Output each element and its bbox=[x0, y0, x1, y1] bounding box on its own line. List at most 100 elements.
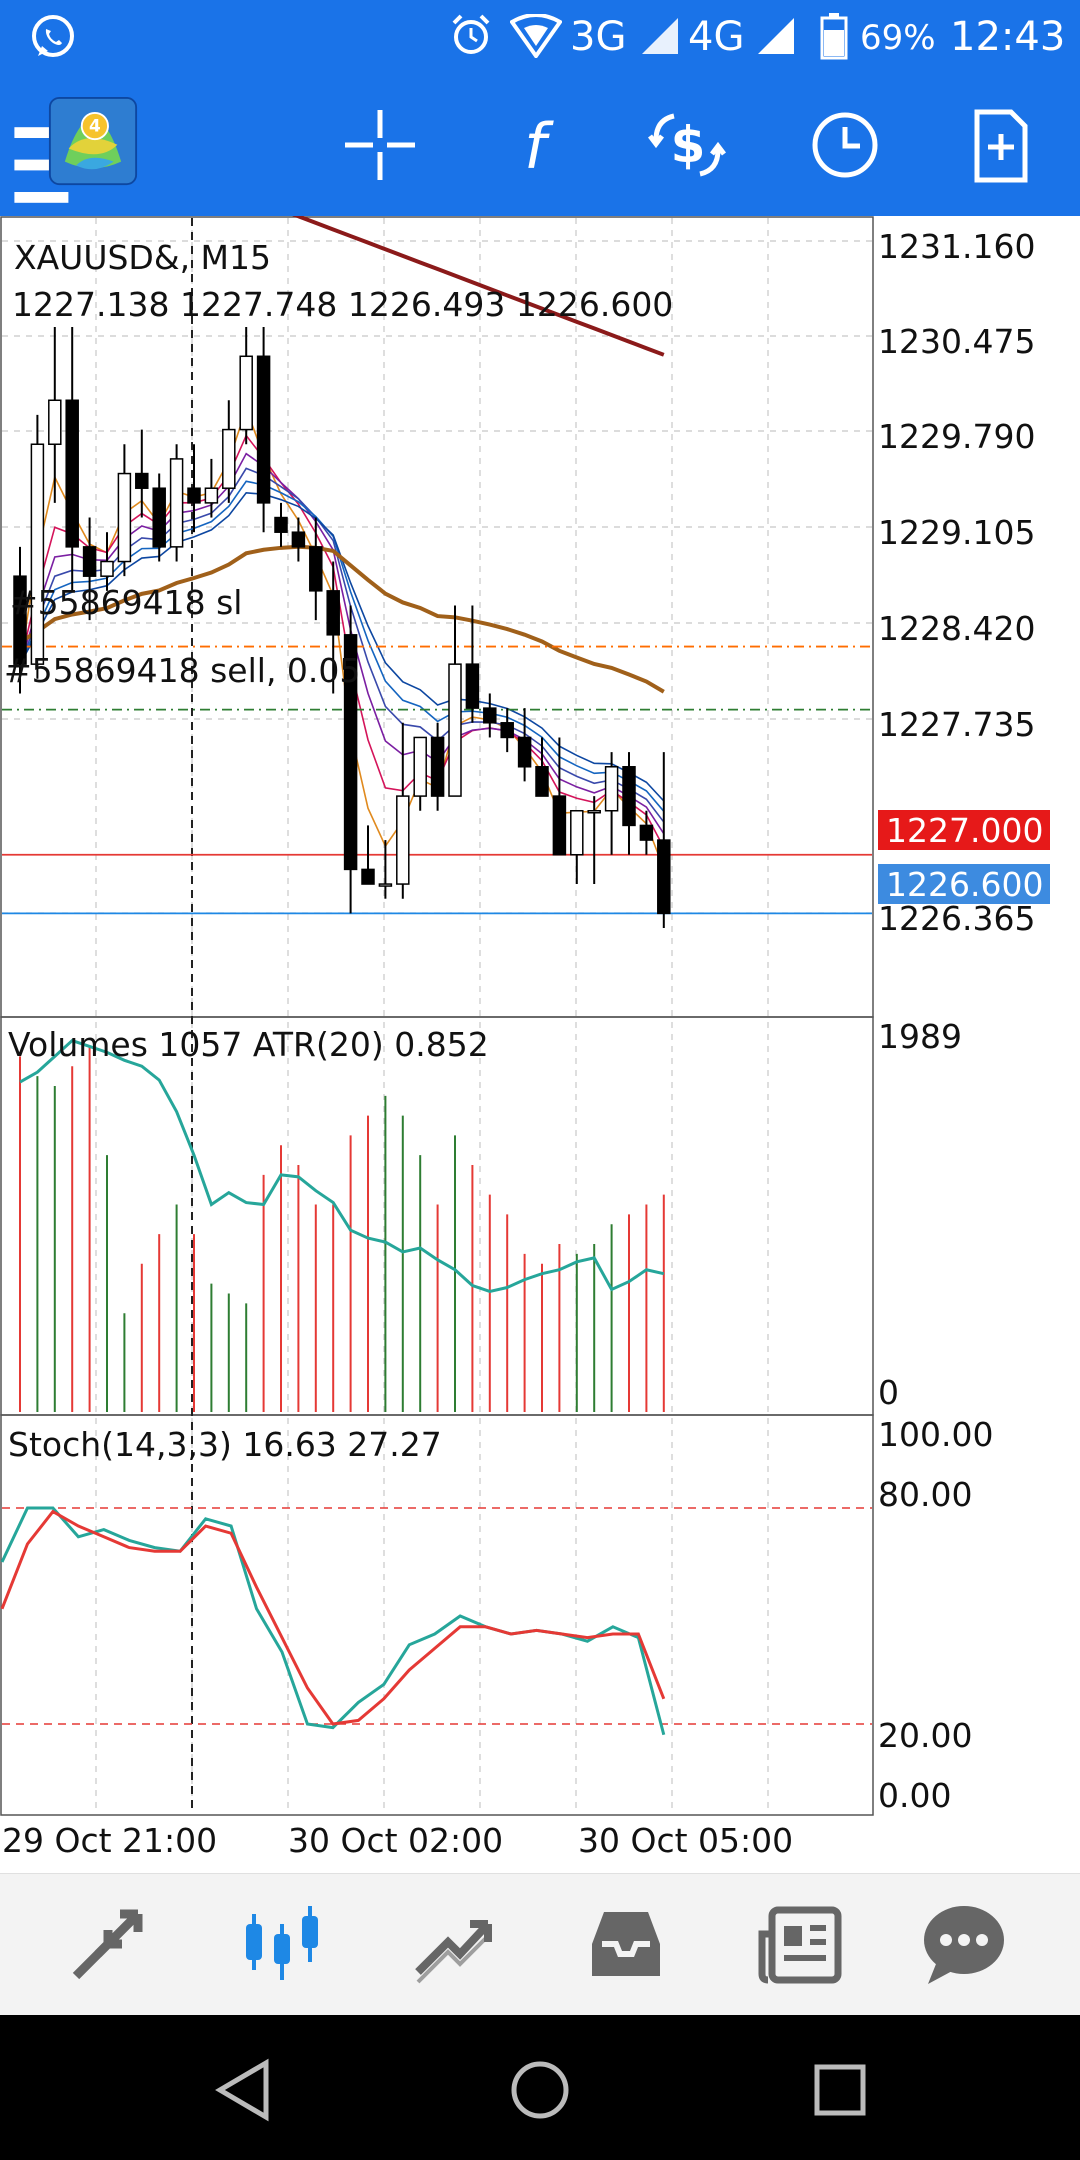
moving-average-line bbox=[19, 433, 665, 849]
trade-icon[interactable]: $ bbox=[642, 100, 732, 190]
battery-icon bbox=[820, 13, 848, 60]
news-icon[interactable] bbox=[752, 1894, 852, 1994]
sell-order-label: #55869418 sell, 0.05 bbox=[4, 651, 360, 690]
bottom-nav bbox=[0, 1873, 1080, 2016]
stoch-main-line bbox=[0, 1506, 666, 1736]
candle-body bbox=[239, 355, 253, 431]
candle-body bbox=[152, 487, 166, 548]
chart-icon[interactable] bbox=[232, 1894, 332, 1994]
ask-price-label: 1226.600 bbox=[886, 865, 1043, 904]
quotes-icon[interactable] bbox=[58, 1894, 158, 1994]
alarm-icon bbox=[452, 14, 490, 54]
signal-4g-icon bbox=[758, 18, 794, 54]
chat-icon[interactable] bbox=[914, 1894, 1014, 1994]
moving-average-line bbox=[19, 452, 665, 835]
price-tick: 1226.365 bbox=[878, 899, 1035, 938]
candle-body bbox=[570, 810, 584, 856]
battery-label: 69% bbox=[860, 18, 936, 58]
candle-body bbox=[256, 355, 271, 504]
signal-3g-icon bbox=[642, 18, 678, 54]
moving-average-line bbox=[19, 467, 665, 823]
recents-icon[interactable] bbox=[795, 2045, 885, 2135]
candle-body bbox=[309, 546, 323, 592]
candle-body bbox=[465, 663, 480, 709]
moving-average-line bbox=[18, 544, 665, 694]
ohlc-label: 1227.138 1227.748 1226.493 1226.600 bbox=[12, 285, 673, 324]
new-document-icon[interactable] bbox=[955, 100, 1045, 190]
stoch-panel-border bbox=[0, 1414, 874, 1816]
wifi-icon bbox=[510, 14, 562, 58]
candle-body bbox=[135, 472, 149, 489]
home-icon[interactable] bbox=[495, 2045, 585, 2135]
bid-price-tag bbox=[878, 810, 1050, 850]
candle-body bbox=[657, 839, 671, 915]
back-icon[interactable] bbox=[200, 2045, 290, 2135]
clock-icon[interactable] bbox=[800, 100, 890, 190]
candle-body bbox=[361, 868, 375, 885]
network-3g-label: 3G bbox=[570, 14, 627, 60]
candle-body bbox=[604, 766, 619, 812]
candle-body bbox=[13, 575, 27, 665]
price-tick: 1229.790 bbox=[878, 417, 1035, 456]
toolbar: 4 f $ bbox=[0, 72, 1080, 216]
candle-body bbox=[483, 707, 497, 724]
symbol-label: XAUUSD&, M15 bbox=[14, 238, 271, 277]
menu-icon[interactable] bbox=[0, 120, 90, 210]
price-tick: 1230.475 bbox=[878, 322, 1035, 361]
stoch-tick: 80.00 bbox=[878, 1475, 972, 1514]
candle-body bbox=[517, 736, 532, 768]
sl-order-label: #55869418 sl bbox=[10, 583, 242, 622]
candle-body bbox=[448, 663, 462, 797]
candle-body bbox=[378, 883, 393, 887]
candle-body bbox=[326, 590, 340, 636]
candle-body bbox=[639, 824, 654, 841]
crosshair-icon[interactable] bbox=[335, 100, 425, 190]
moving-average-line bbox=[280, 207, 665, 357]
atr-line bbox=[19, 1038, 665, 1294]
candle-body bbox=[204, 487, 219, 504]
price-tick: 1231.160 bbox=[878, 227, 1035, 266]
trade-icon[interactable] bbox=[404, 1894, 504, 1994]
time-label: 30 Oct 02:00 bbox=[288, 1821, 503, 1860]
system-nav-bar bbox=[0, 2015, 1080, 2160]
network-4g-label: 4G bbox=[688, 14, 745, 60]
status-bar: 3G 4G 69% 12:43 bbox=[0, 0, 1080, 72]
candle-body bbox=[187, 487, 201, 504]
clock-label: 12:43 bbox=[950, 14, 1066, 60]
price-layer bbox=[2, 207, 872, 929]
candle-body bbox=[117, 472, 132, 563]
metatrader-logo[interactable]: 4 bbox=[48, 96, 138, 186]
candle-body bbox=[535, 766, 549, 797]
candle-body bbox=[48, 399, 62, 445]
history-icon[interactable] bbox=[576, 1894, 676, 1994]
stoch-tick: 0.00 bbox=[878, 1776, 951, 1815]
svg-text:f: f bbox=[524, 110, 554, 183]
volume-layer bbox=[19, 1038, 665, 1412]
candle-body bbox=[291, 531, 306, 548]
chart-area[interactable]: XAUUSD&, M15 1227.138 1227.748 1226.493 … bbox=[0, 207, 1080, 1873]
candle-body bbox=[587, 810, 601, 814]
volume-tick: 1989 bbox=[878, 1017, 962, 1056]
time-label: 30 Oct 05:00 bbox=[578, 1821, 793, 1860]
candle-body bbox=[82, 546, 97, 577]
price-tick: 1228.420 bbox=[878, 609, 1035, 648]
svg-text:4: 4 bbox=[89, 116, 101, 136]
ask-price-tag bbox=[878, 864, 1050, 904]
stoch-signal-line bbox=[0, 1509, 666, 1726]
candle-body bbox=[430, 736, 445, 797]
moving-average-line bbox=[19, 406, 665, 869]
volume-tick: 0 bbox=[878, 1373, 899, 1412]
stoch-tick: 100.00 bbox=[878, 1415, 993, 1454]
volume-atr-label: Volumes 1057 ATR(20) 0.852 bbox=[8, 1025, 489, 1064]
candle-body bbox=[500, 722, 514, 739]
chart-canvas[interactable]: XAUUSD&, M15 1227.138 1227.748 1226.493 … bbox=[0, 207, 1080, 1873]
bid-price-label: 1227.000 bbox=[886, 811, 1043, 850]
stoch-tick: 20.00 bbox=[878, 1716, 972, 1755]
candle-body bbox=[222, 428, 236, 489]
stoch-label: Stoch(14,3,3) 16.63 27.27 bbox=[8, 1425, 442, 1464]
function-icon[interactable]: f bbox=[490, 100, 580, 190]
svg-text:$: $ bbox=[671, 116, 706, 174]
candle-body bbox=[274, 516, 288, 533]
candle-body bbox=[396, 795, 410, 885]
candle-body bbox=[30, 443, 45, 665]
